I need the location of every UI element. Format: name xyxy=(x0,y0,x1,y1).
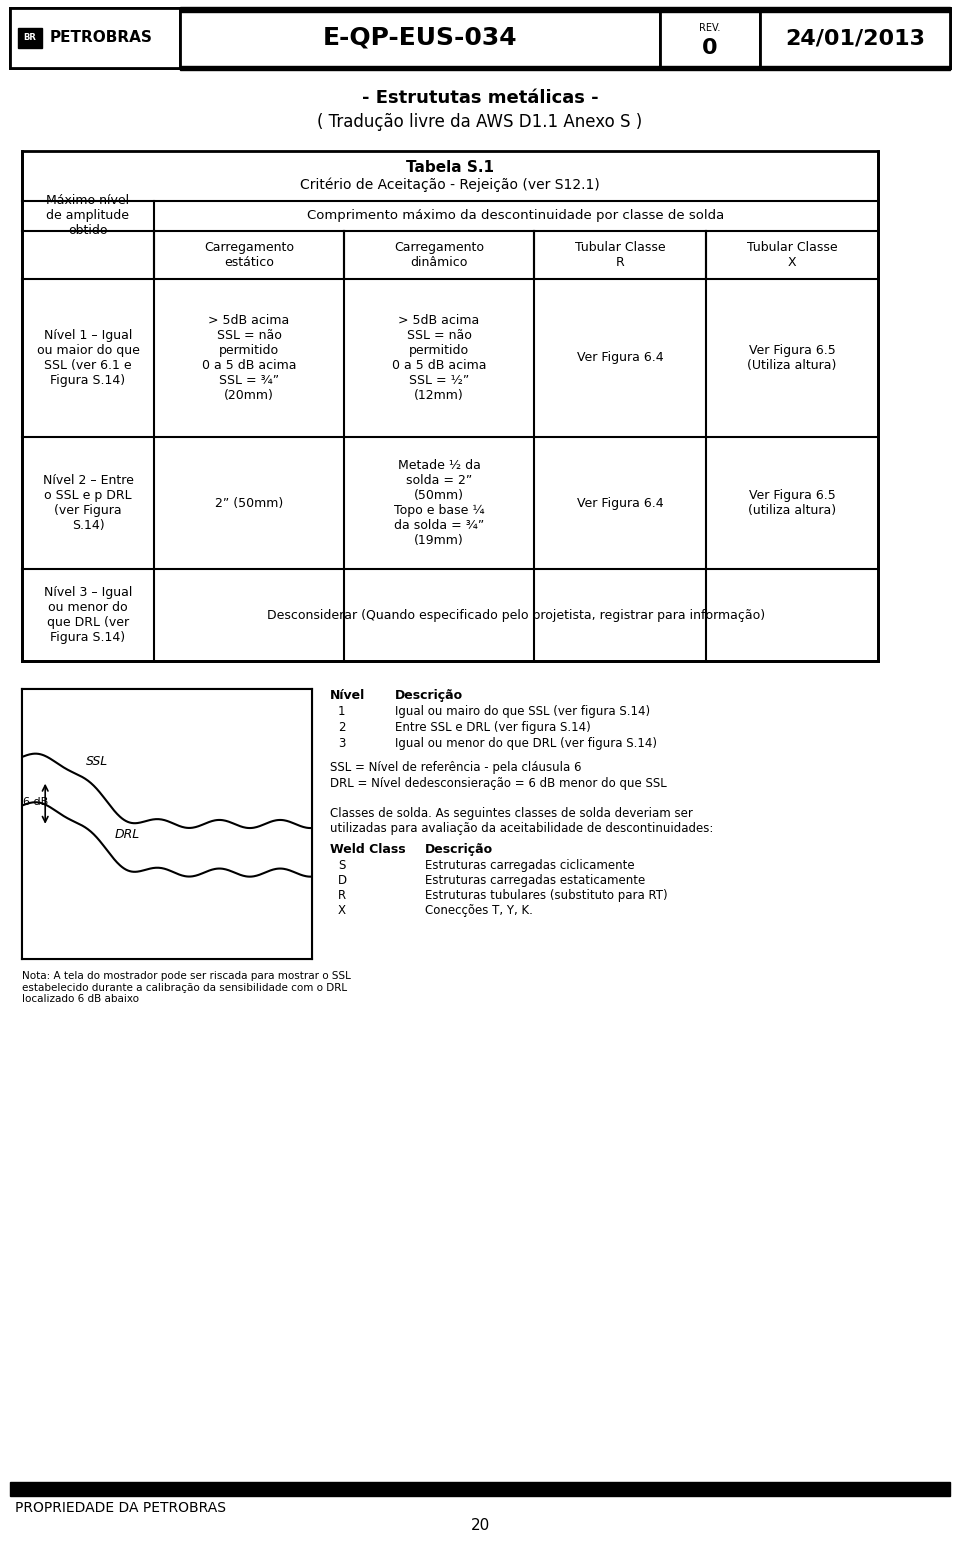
Text: Comprimento máximo da descontinuidade por classe de solda: Comprimento máximo da descontinuidade po… xyxy=(307,210,725,223)
Text: S: S xyxy=(338,860,346,872)
Text: SSL = Nível de referência - pela cláusula 6: SSL = Nível de referência - pela cláusul… xyxy=(330,761,582,775)
Text: Nível 1 – Igual
ou maior do que
SSL (ver 6.1 e
Figura S.14): Nível 1 – Igual ou maior do que SSL (ver… xyxy=(36,329,139,386)
Text: 6 dB: 6 dB xyxy=(23,798,49,807)
Bar xyxy=(18,28,42,48)
Text: Nível 3 – Igual
ou menor do
que DRL (ver
Figura S.14): Nível 3 – Igual ou menor do que DRL (ver… xyxy=(44,586,132,645)
Bar xyxy=(660,8,760,68)
Text: Weld Class: Weld Class xyxy=(330,843,406,856)
Text: Ver Figura 6.5
(Utiliza altura): Ver Figura 6.5 (Utiliza altura) xyxy=(747,345,837,373)
Text: Descrição: Descrição xyxy=(425,843,493,856)
Text: Tabela S.1: Tabela S.1 xyxy=(406,159,494,175)
Text: R: R xyxy=(338,889,347,901)
Text: DRL: DRL xyxy=(115,827,140,841)
Text: Nota: A tela do mostrador pode ser riscada para mostrar o SSL
estabelecido duran: Nota: A tela do mostrador pode ser risca… xyxy=(22,971,350,1005)
Text: Critério de Aceitação - Rejeição (ver S12.1): Critério de Aceitação - Rejeição (ver S1… xyxy=(300,178,600,192)
Text: PROPRIEDADE DA PETROBRAS: PROPRIEDADE DA PETROBRAS xyxy=(15,1501,226,1515)
Text: SSL: SSL xyxy=(85,754,108,768)
Text: Máximo nível
de amplitude
obtido: Máximo nível de amplitude obtido xyxy=(46,195,130,238)
Text: 3: 3 xyxy=(338,737,346,750)
Text: 2: 2 xyxy=(338,720,346,734)
Text: Estruturas carregadas ciclicamente: Estruturas carregadas ciclicamente xyxy=(425,860,635,872)
Text: Estruturas carregadas estaticamente: Estruturas carregadas estaticamente xyxy=(425,873,645,887)
Text: - Estrututas metálicas -: - Estrututas metálicas - xyxy=(362,90,598,107)
Text: > 5dB acima
SSL = não
permitido
0 a 5 dB acima
SSL = ½”
(12mm): > 5dB acima SSL = não permitido 0 a 5 dB… xyxy=(392,314,487,402)
Text: X: X xyxy=(338,904,346,917)
Text: 2” (50mm): 2” (50mm) xyxy=(215,496,283,510)
Text: Carregamento
dinâmico: Carregamento dinâmico xyxy=(394,241,484,269)
Text: 1: 1 xyxy=(338,705,346,717)
Text: Nível: Nível xyxy=(330,690,365,702)
Text: Tubular Classe
X: Tubular Classe X xyxy=(747,241,837,269)
Bar xyxy=(760,8,950,68)
Text: ( Tradução livre da AWS D1.1 Anexo S ): ( Tradução livre da AWS D1.1 Anexo S ) xyxy=(318,113,642,131)
Text: > 5dB acima
SSL = não
permitido
0 a 5 dB acima
SSL = ¾”
(20mm): > 5dB acima SSL = não permitido 0 a 5 dB… xyxy=(202,314,297,402)
Bar xyxy=(22,690,312,959)
Text: Carregamento
estático: Carregamento estático xyxy=(204,241,294,269)
Text: Igual ou mairo do que SSL (ver figura S.14): Igual ou mairo do que SSL (ver figura S.… xyxy=(395,705,650,717)
Text: Entre SSL e DRL (ver figura S.14): Entre SSL e DRL (ver figura S.14) xyxy=(395,720,590,734)
Text: DRL = Nível dedesconsieração = 6 dB menor do que SSL: DRL = Nível dedesconsieração = 6 dB meno… xyxy=(330,778,667,790)
Bar xyxy=(10,1483,950,1497)
Text: Conecções T, Y, K.: Conecções T, Y, K. xyxy=(425,904,533,917)
Text: Igual ou menor do que DRL (ver figura S.14): Igual ou menor do que DRL (ver figura S.… xyxy=(395,737,657,750)
Text: 24/01/2013: 24/01/2013 xyxy=(785,28,925,48)
Text: Descrição: Descrição xyxy=(395,690,463,702)
Text: Tubular Classe
R: Tubular Classe R xyxy=(575,241,665,269)
Text: BR: BR xyxy=(24,34,36,42)
Text: REV.: REV. xyxy=(699,23,721,32)
Text: 20: 20 xyxy=(470,1518,490,1534)
Bar xyxy=(22,152,878,662)
Text: Ver Figura 6.5
(utiliza altura): Ver Figura 6.5 (utiliza altura) xyxy=(748,489,836,516)
Bar xyxy=(10,8,950,68)
Text: Ver Figura 6.4: Ver Figura 6.4 xyxy=(577,351,663,365)
Text: Nível 2 – Entre
o SSL e p DRL
(ver Figura
S.14): Nível 2 – Entre o SSL e p DRL (ver Figur… xyxy=(42,475,133,532)
Text: D: D xyxy=(338,873,348,887)
Text: PETROBRAS: PETROBRAS xyxy=(50,31,153,45)
Text: Estruturas tubulares (substituto para RT): Estruturas tubulares (substituto para RT… xyxy=(425,889,667,901)
Text: E-QP-EUS-034: E-QP-EUS-034 xyxy=(323,26,517,49)
Text: 0: 0 xyxy=(702,39,718,59)
Bar xyxy=(10,8,180,68)
Bar xyxy=(180,8,950,12)
Text: Ver Figura 6.4: Ver Figura 6.4 xyxy=(577,496,663,510)
Text: Classes de solda. As seguintes classes de solda deveriam ser
utilizadas para ava: Classes de solda. As seguintes classes d… xyxy=(330,807,713,835)
Text: Metade ½ da
solda = 2”
(50mm)
Topo e base ¼
da solda = ¾”
(19mm): Metade ½ da solda = 2” (50mm) Topo e bas… xyxy=(394,459,484,547)
Bar xyxy=(180,8,660,68)
Bar xyxy=(180,66,950,70)
Text: Desconsiderar (Quando especificado pelo projetista, registrar para informação): Desconsiderar (Quando especificado pelo … xyxy=(267,609,765,621)
